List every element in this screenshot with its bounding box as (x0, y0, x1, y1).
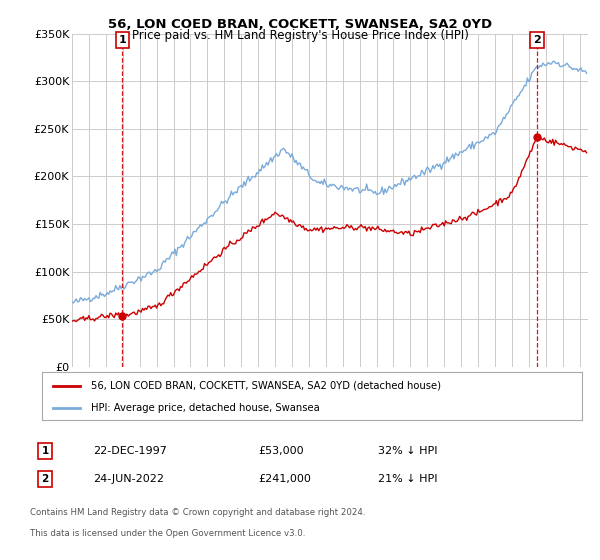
Text: HPI: Average price, detached house, Swansea: HPI: Average price, detached house, Swan… (91, 403, 319, 413)
Text: £53,000: £53,000 (258, 446, 304, 456)
Text: 24-JUN-2022: 24-JUN-2022 (93, 474, 164, 484)
Text: £241,000: £241,000 (258, 474, 311, 484)
Text: 1: 1 (41, 446, 49, 456)
Text: 22-DEC-1997: 22-DEC-1997 (93, 446, 167, 456)
Text: 1: 1 (118, 35, 126, 45)
Text: 56, LON COED BRAN, COCKETT, SWANSEA, SA2 0YD (detached house): 56, LON COED BRAN, COCKETT, SWANSEA, SA2… (91, 381, 440, 391)
Text: 56, LON COED BRAN, COCKETT, SWANSEA, SA2 0YD: 56, LON COED BRAN, COCKETT, SWANSEA, SA2… (108, 18, 492, 31)
Text: Contains HM Land Registry data © Crown copyright and database right 2024.: Contains HM Land Registry data © Crown c… (30, 508, 365, 517)
Text: Price paid vs. HM Land Registry's House Price Index (HPI): Price paid vs. HM Land Registry's House … (131, 29, 469, 42)
Text: 2: 2 (533, 35, 541, 45)
Text: 32% ↓ HPI: 32% ↓ HPI (378, 446, 437, 456)
Text: This data is licensed under the Open Government Licence v3.0.: This data is licensed under the Open Gov… (30, 529, 305, 538)
Text: 21% ↓ HPI: 21% ↓ HPI (378, 474, 437, 484)
Text: 2: 2 (41, 474, 49, 484)
